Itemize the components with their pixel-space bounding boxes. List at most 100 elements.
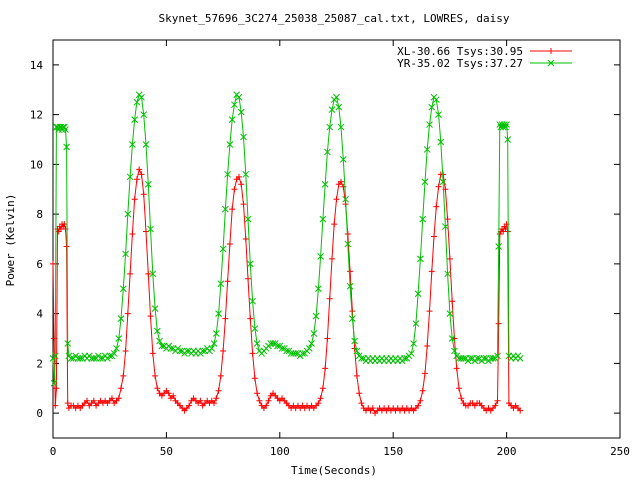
data-point (217, 372, 224, 379)
x-tick-label: 250 (610, 445, 630, 458)
data-point (414, 290, 422, 298)
data-point (444, 216, 451, 223)
series-layer (49, 91, 524, 417)
data-point (61, 221, 68, 228)
data-point (349, 315, 356, 322)
data-point (235, 173, 242, 180)
data-point (212, 330, 220, 337)
y-tick-label: 14 (30, 59, 44, 72)
data-point (119, 285, 127, 293)
data-point (231, 186, 238, 193)
data-point (315, 400, 322, 407)
data-point (353, 372, 360, 379)
plot-frame (52, 39, 621, 439)
x-tick-label: 200 (497, 445, 517, 458)
data-point (222, 315, 229, 322)
data-point (127, 270, 134, 277)
data-point (315, 285, 322, 293)
data-point (117, 315, 125, 322)
y-tick-label: 10 (30, 158, 43, 171)
data-point (124, 210, 132, 218)
data-point (149, 350, 156, 357)
data-point (231, 101, 238, 109)
data-point (245, 275, 252, 282)
data-point (240, 133, 247, 141)
data-point (269, 340, 277, 347)
data-point (186, 402, 193, 409)
y-tick-label: 4 (36, 308, 43, 321)
data-point (263, 402, 270, 409)
data-point (305, 345, 313, 352)
data-point (208, 345, 216, 352)
data-point (415, 402, 422, 409)
data-point (308, 340, 315, 347)
data-point (138, 171, 145, 178)
data-point (274, 342, 281, 350)
data-point (432, 96, 440, 104)
data-point (63, 243, 70, 250)
data-point (52, 402, 59, 409)
data-point (401, 355, 408, 362)
data-point (110, 350, 118, 357)
data-point (97, 355, 104, 362)
data-point (342, 195, 349, 203)
data-point (283, 347, 290, 355)
data-point (265, 397, 272, 404)
data-point (165, 390, 172, 397)
data-point (310, 330, 318, 337)
data-point (421, 370, 428, 377)
data-point (428, 268, 435, 275)
data-point (215, 387, 222, 394)
data-point (153, 327, 161, 335)
data-point (115, 335, 123, 342)
data-point (317, 395, 324, 402)
data-point (424, 342, 431, 349)
y-tick-label: 2 (36, 357, 43, 370)
data-point (431, 233, 438, 240)
data-point (62, 126, 69, 133)
data-point (444, 270, 451, 278)
data-point (407, 350, 415, 357)
data-point (136, 166, 143, 173)
data-point (138, 93, 145, 101)
data-point (129, 231, 136, 238)
x-axis-ticks: 0 50 100 150 200 250 (50, 40, 630, 458)
data-point (412, 320, 420, 327)
data-point (199, 347, 207, 355)
data-point (356, 390, 363, 397)
data-point (439, 178, 447, 186)
data-point (328, 106, 336, 114)
data-point (256, 397, 263, 404)
data-point (238, 181, 245, 188)
legend-marker-cross (547, 59, 555, 67)
data-point (197, 397, 204, 404)
data-point (76, 355, 84, 362)
data-point (176, 347, 184, 355)
data-point (228, 116, 236, 123)
data-point (244, 215, 252, 223)
data-point (417, 255, 424, 263)
data-point (419, 215, 427, 223)
data-point (449, 298, 456, 305)
data-point (145, 270, 152, 277)
data-point (147, 313, 154, 320)
data-point (158, 342, 166, 350)
data-point (473, 355, 481, 362)
data-point (215, 310, 222, 317)
data-point (118, 385, 125, 392)
data-point (426, 121, 433, 128)
data-point (455, 385, 462, 392)
data-point (358, 400, 365, 407)
data-point (423, 146, 431, 153)
data-point (131, 196, 138, 203)
data-point (278, 345, 286, 352)
data-point (90, 397, 97, 404)
data-point (421, 178, 429, 186)
data-point (369, 405, 376, 412)
data-point (122, 250, 129, 258)
data-point (50, 260, 56, 267)
x-tick-label: 0 (50, 445, 57, 458)
chart-title: Skynet_57696_3C274_25038_25087_cal.txt, … (159, 12, 510, 25)
data-point (220, 347, 227, 354)
data-point (126, 173, 134, 181)
